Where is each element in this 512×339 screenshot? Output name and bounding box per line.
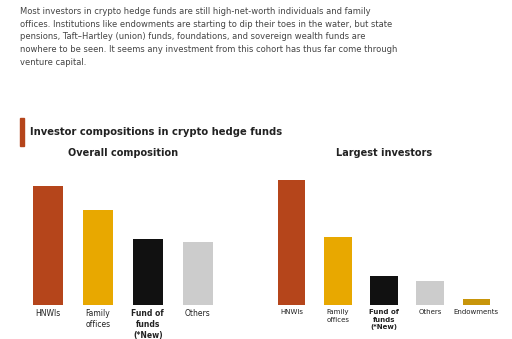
Bar	[83, 210, 113, 305]
Bar	[370, 276, 398, 305]
FancyBboxPatch shape	[20, 119, 24, 146]
Bar	[324, 237, 352, 305]
Title: Overall composition: Overall composition	[68, 148, 178, 158]
Bar	[416, 281, 444, 305]
Bar	[278, 180, 306, 305]
Bar	[462, 299, 490, 305]
Bar	[133, 239, 163, 305]
Bar	[33, 186, 63, 305]
Title: Largest investors: Largest investors	[336, 148, 432, 158]
Text: Most investors in crypto hedge funds are still high-net-worth individuals and fa: Most investors in crypto hedge funds are…	[20, 7, 398, 67]
Bar	[183, 242, 213, 305]
Text: Investor compositions in crypto hedge funds: Investor compositions in crypto hedge fu…	[30, 127, 282, 137]
